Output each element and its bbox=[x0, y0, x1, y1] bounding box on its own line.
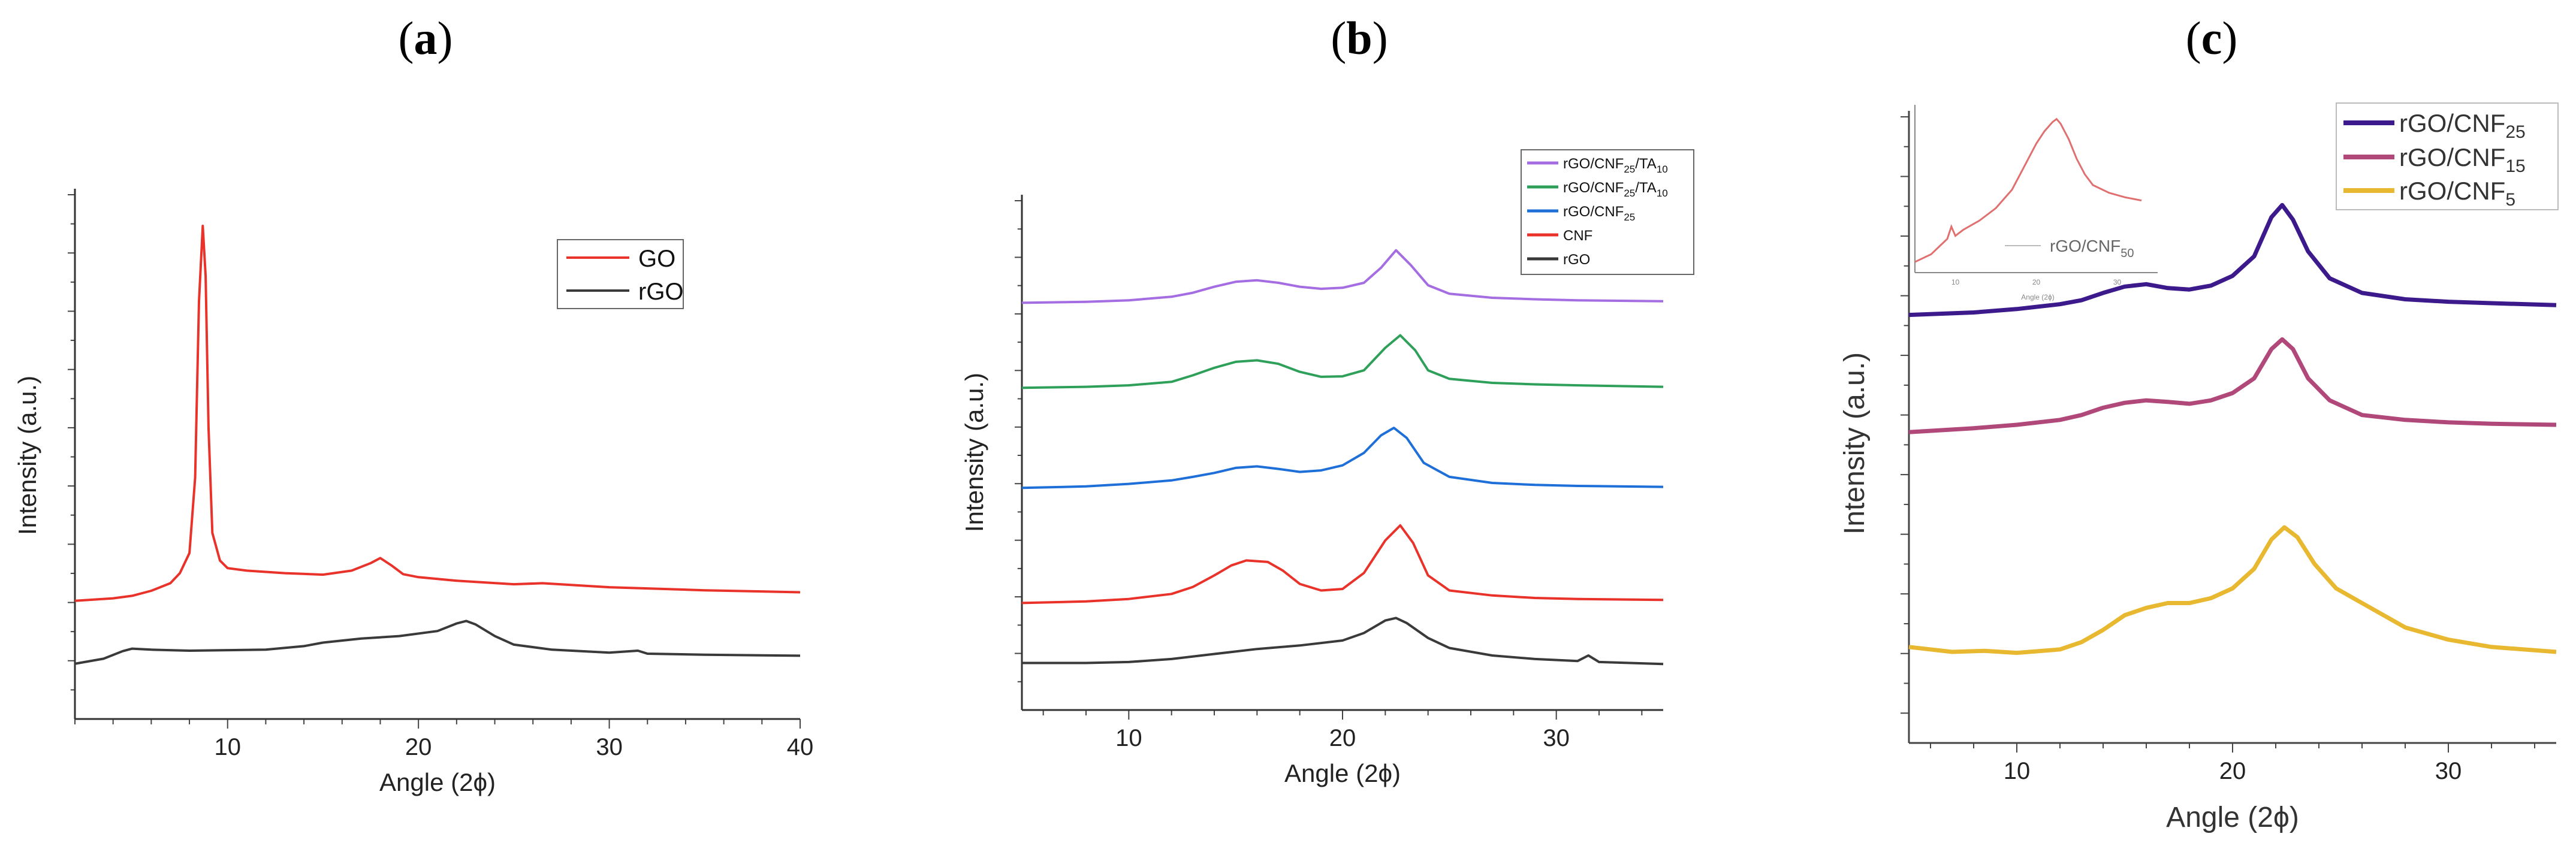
x-tick-label: 20 bbox=[2219, 758, 2246, 784]
x-axis-ticks bbox=[1930, 743, 2535, 753]
x-axis-title: Angle (2ϕ) bbox=[379, 768, 496, 796]
series-line-cnf bbox=[1021, 524, 1664, 605]
panel-label-a: (a) bbox=[399, 12, 453, 64]
x-tick-label: 10 bbox=[214, 734, 241, 760]
inset-tick-label: 30 bbox=[2113, 278, 2122, 286]
panel-label-c: (c) bbox=[2186, 12, 2238, 64]
x-axis-ticks bbox=[1042, 710, 1643, 720]
x-axis-ticks bbox=[74, 719, 801, 729]
legend-label: rGO/CNF25 bbox=[1563, 204, 1635, 223]
series-line-rgo-cnf25 bbox=[1021, 427, 1664, 490]
series-line-rgo-cnf25 bbox=[1908, 203, 2557, 318]
inset-tick-label: 10 bbox=[1951, 278, 1960, 286]
legend-box bbox=[557, 239, 684, 309]
x-tick-label: 10 bbox=[2004, 758, 2031, 784]
x-axis-title: Angle (2ϕ) bbox=[1284, 759, 1401, 787]
legend-label: rGO bbox=[1563, 252, 1590, 268]
legend: rGO/CNF25 rGO/CNF15 rGO/CNF5 bbox=[2336, 102, 2559, 210]
x-tick-label: 30 bbox=[1543, 725, 1570, 751]
inset-tick-label: 20 bbox=[2032, 278, 2041, 286]
series-group bbox=[1021, 249, 1664, 666]
legend-label: rGO/CNF5 bbox=[2399, 177, 2515, 210]
series-line-rgo bbox=[1022, 617, 1664, 666]
x-tick-label: 10 bbox=[1115, 725, 1142, 751]
chart-panel-c: 10 20 30 Angle (2ϕ) Intensity (a.u.) rGO… bbox=[1839, 102, 2559, 833]
series-line-go bbox=[74, 225, 801, 602]
chart-panel-b: 10 20 30 Angle (2ϕ) Intensity (a.u.) rGO… bbox=[960, 149, 1694, 787]
inset-x-axis-title: Angle (2ϕ) bbox=[2021, 293, 2054, 301]
legend-label: CNF bbox=[1563, 228, 1592, 244]
y-axis-ticks bbox=[1901, 116, 1909, 714]
y-axis-title: Intensity (a.u.) bbox=[1839, 352, 1871, 534]
y-axis-ticks bbox=[1015, 200, 1022, 682]
legend-label: rGO/CNF25 bbox=[2399, 109, 2526, 142]
chart-panel-a: 10 20 30 40 Angle (2ϕ) Intensity (a.u.) … bbox=[13, 189, 813, 796]
x-tick-label: 20 bbox=[405, 734, 432, 760]
legend-label: rGO/CNF25/TA10 bbox=[1563, 180, 1668, 199]
series-line-rgo-cnf25-ta10-green- bbox=[1021, 334, 1664, 389]
y-axis-ticks bbox=[68, 194, 75, 691]
x-tick-label: 30 bbox=[596, 734, 623, 760]
legend-label-go: GO bbox=[638, 246, 675, 272]
series-line-rgo-cnf15 bbox=[1908, 337, 2557, 434]
inset-legend-label: rGO/CNF50 bbox=[2050, 237, 2134, 260]
x-axis-title: Angle (2ϕ) bbox=[2166, 802, 2299, 833]
series-line-rgo-cnf25-ta10-purple- bbox=[1021, 249, 1664, 304]
legend-label-rgo: rGO bbox=[638, 279, 684, 305]
legend: GO rGO bbox=[557, 239, 684, 309]
series-line-rgo-cnf5 bbox=[1908, 525, 2557, 655]
x-tick-label: 40 bbox=[787, 734, 814, 760]
series-group bbox=[1908, 203, 2557, 655]
inset-series-line bbox=[1914, 117, 2142, 263]
series-group bbox=[74, 225, 801, 665]
legend: rGO/CNF25/TA10 rGO/CNF25/TA10 rGO/CNF25 … bbox=[1521, 149, 1694, 275]
y-axis-title: Intensity (a.u.) bbox=[960, 373, 988, 532]
legend-label: rGO/CNF15 bbox=[2399, 143, 2526, 176]
x-tick-label: 30 bbox=[2435, 758, 2462, 784]
inset-chart: rGO/CNF50 10 20 30 Angle (2ϕ) bbox=[1914, 105, 2158, 301]
y-axis-title: Intensity (a.u.) bbox=[13, 376, 41, 535]
legend-label: rGO/CNF25/TA10 bbox=[1563, 156, 1668, 175]
x-tick-label: 20 bbox=[1329, 725, 1356, 751]
series-line-rgo bbox=[74, 620, 801, 665]
inset-series-group bbox=[1914, 117, 2142, 263]
panel-label-b: (b) bbox=[1331, 12, 1387, 64]
